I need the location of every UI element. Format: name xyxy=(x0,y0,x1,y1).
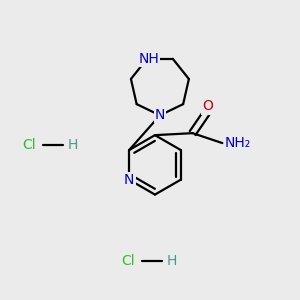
Text: Cl: Cl xyxy=(122,254,135,268)
Text: H: H xyxy=(167,254,177,268)
Text: N: N xyxy=(155,108,165,122)
Text: NH₂: NH₂ xyxy=(225,136,251,150)
Text: NH: NH xyxy=(139,52,159,66)
Text: N: N xyxy=(124,173,134,187)
Text: Cl: Cl xyxy=(22,138,36,152)
Text: H: H xyxy=(68,138,78,152)
Text: O: O xyxy=(202,99,213,113)
